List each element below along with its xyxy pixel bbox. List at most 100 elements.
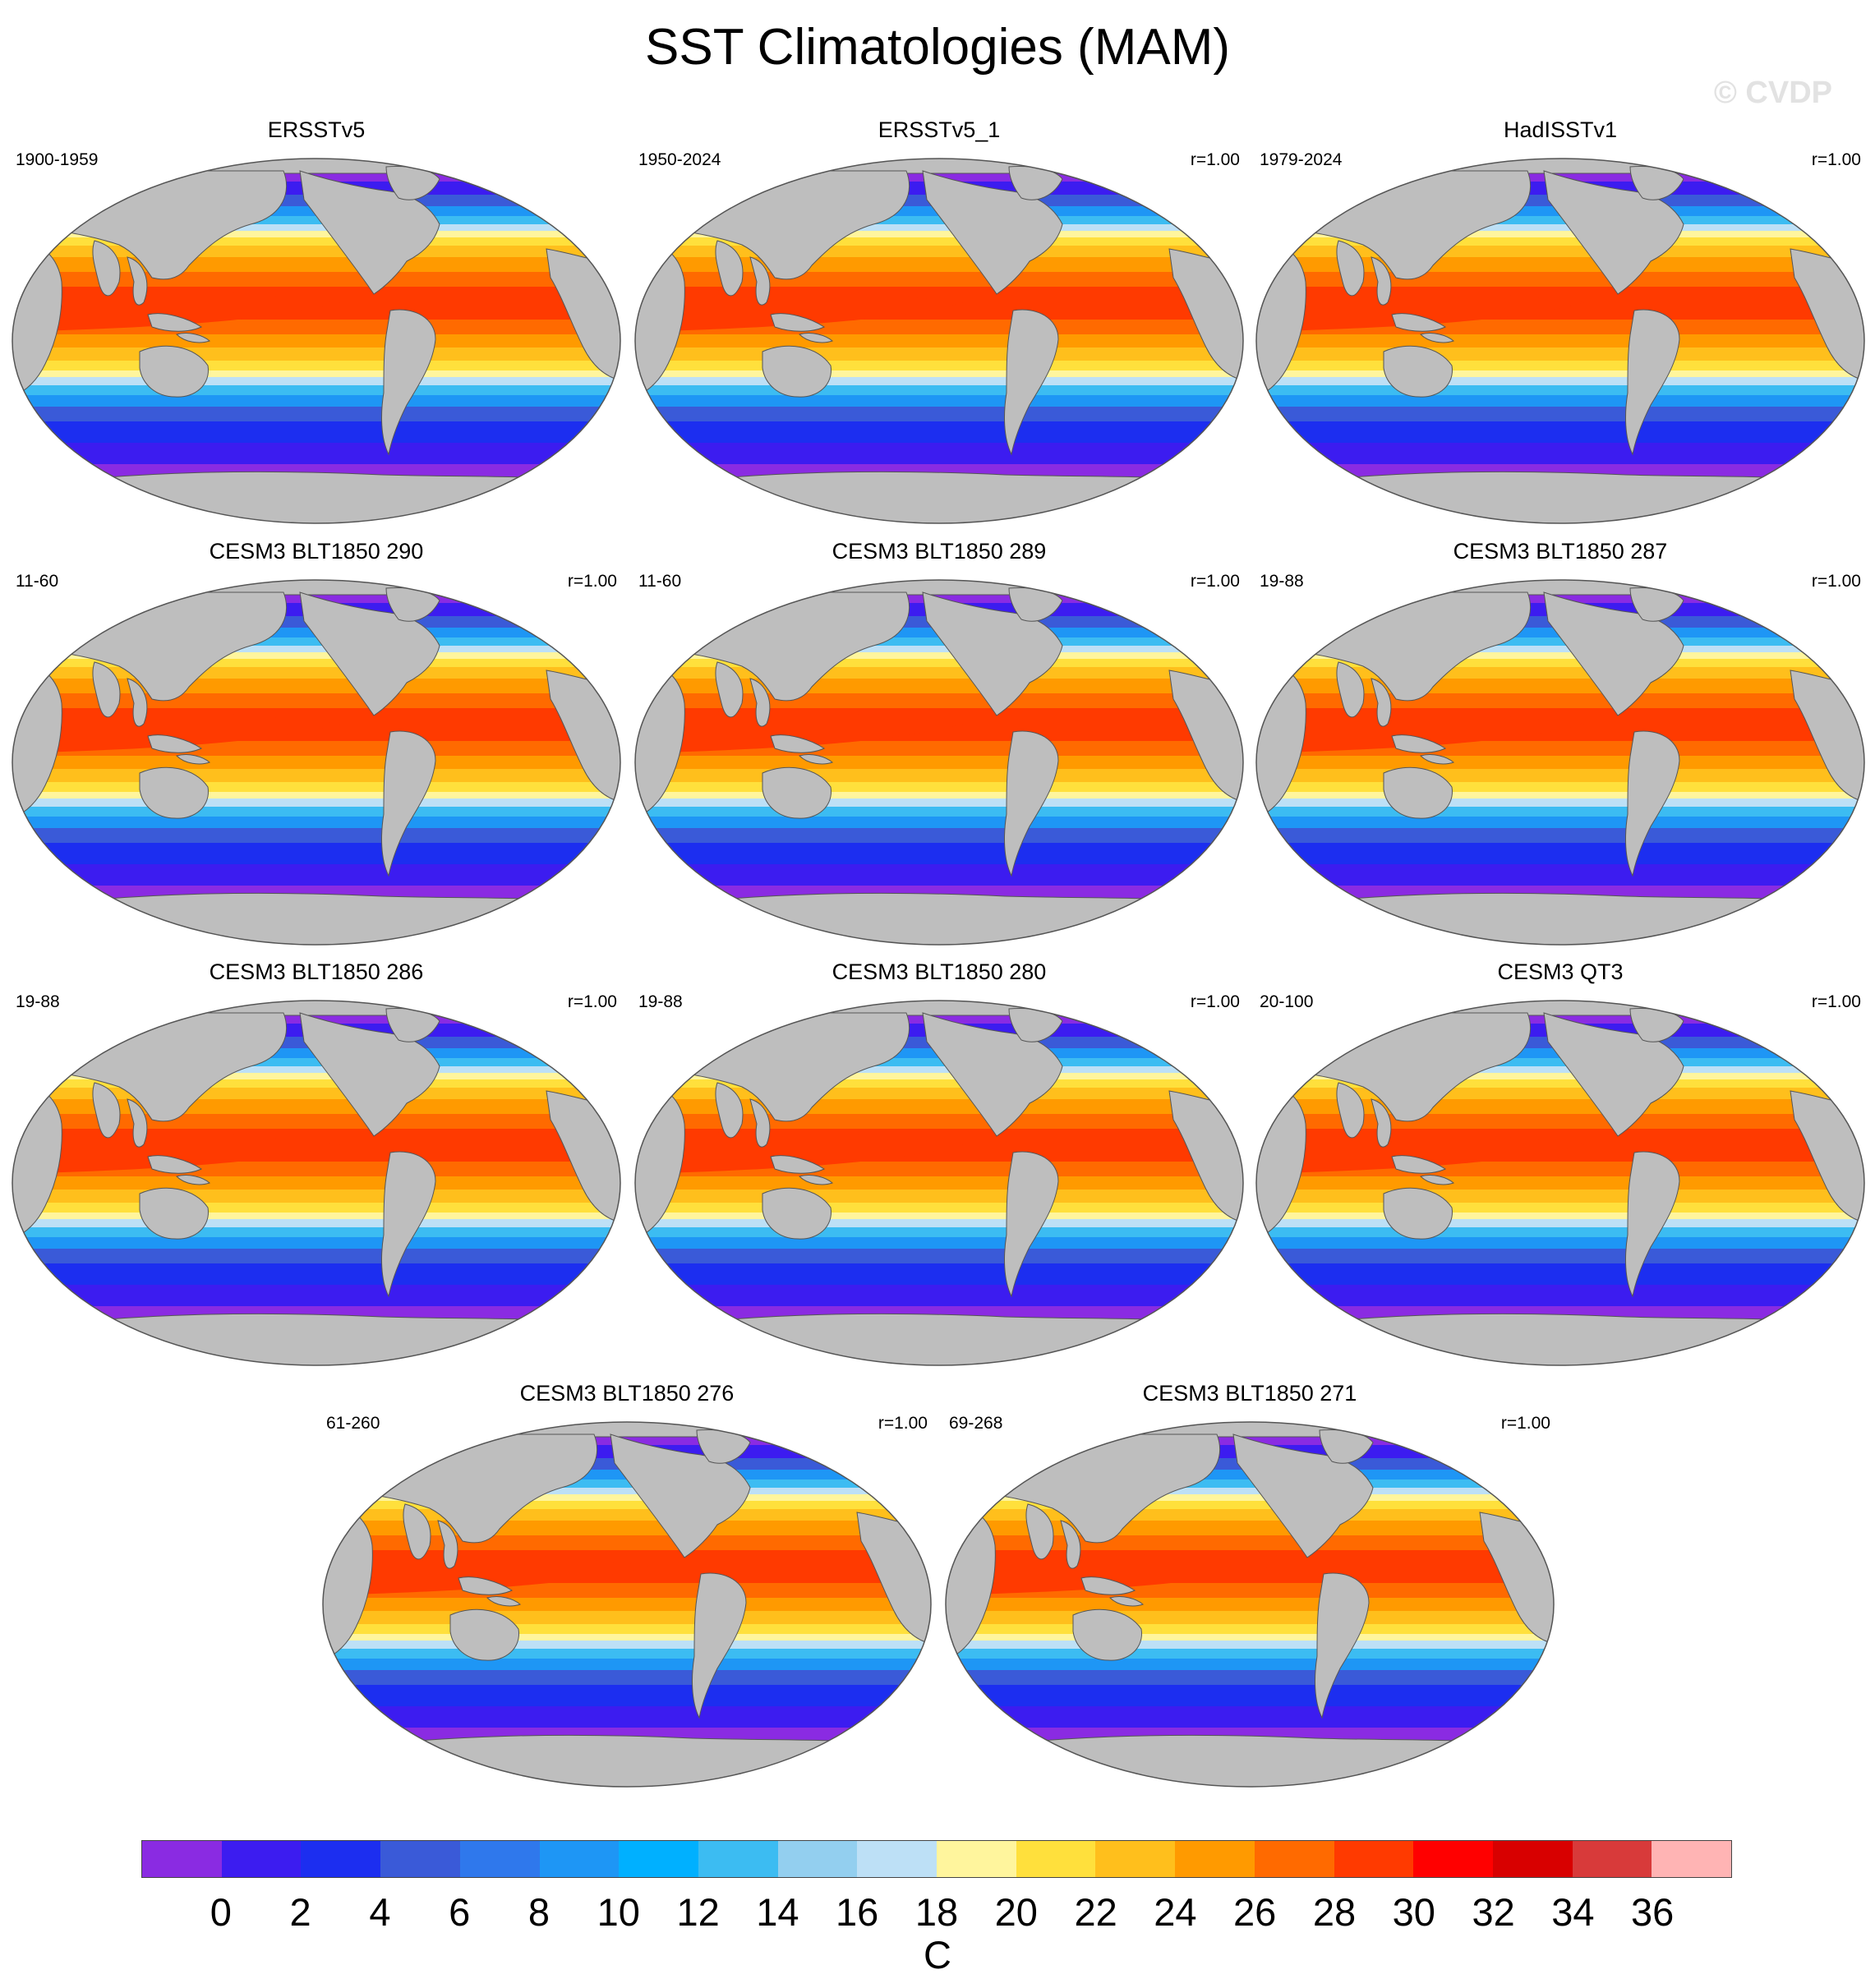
land-india: [92, 240, 121, 297]
land-south-america: [1625, 730, 1680, 877]
panel-period: 19-88: [1260, 572, 1304, 591]
panel-period: 11-60: [16, 572, 59, 591]
warm-pool: [660, 710, 964, 752]
land-south-america: [381, 309, 436, 456]
sst-band-13: [946, 1598, 1554, 1611]
map-outline: [1255, 158, 1865, 524]
sst-band-15: [635, 361, 1243, 370]
sst-band-20: [1256, 407, 1864, 421]
sst-band-5: [1256, 646, 1864, 652]
land-north-pole-land: [1256, 1001, 1864, 1016]
colorbar-box: [857, 1841, 938, 1877]
colorbar-labels: 0 2 4 6 8 10 12 14 16 18 20 22 24 26 28 30 32 34 36: [141, 1889, 1732, 1935]
map-outline: [12, 579, 621, 946]
warm-pool: [660, 288, 964, 331]
land-india: [403, 1503, 431, 1560]
land-new-guinea: [176, 754, 210, 765]
land-india: [1025, 1503, 1054, 1560]
figure-title: SST Climatologies (MAM): [644, 19, 1230, 76]
sst-band-5: [635, 224, 1243, 231]
sst-band-19: [12, 395, 620, 407]
sst-band-18: [1256, 385, 1864, 395]
sst-band-4: [1256, 1058, 1864, 1066]
sst-band-17: [946, 1641, 1554, 1649]
sst-band-14: [635, 769, 1243, 782]
sst-band-5: [12, 224, 620, 231]
land-south-america: [1315, 1572, 1370, 1719]
land-south-america: [1625, 309, 1680, 456]
sst-band-5: [946, 1488, 1554, 1494]
sst-band-20: [946, 1670, 1554, 1685]
map-outline: [945, 1421, 1555, 1788]
warm-pool: [970, 1552, 1274, 1595]
land-maritime-continent: [147, 734, 203, 753]
sst-band-4: [635, 637, 1243, 646]
land-australia: [762, 1187, 832, 1240]
land-antarctica: [1256, 1313, 1864, 1365]
land-north-pole-land: [635, 580, 1243, 596]
sst-band-4: [323, 1479, 931, 1488]
panel-title: CESM3 BLT1850 287: [1453, 539, 1668, 564]
sst-band-20: [635, 407, 1243, 421]
sst-band-7: [323, 1501, 931, 1509]
sst-band-16: [12, 1213, 620, 1219]
sst-band-20: [12, 828, 620, 843]
land-indochina: [127, 1098, 148, 1148]
land-north-america: [1543, 591, 1684, 716]
sst-band-15: [946, 1624, 1554, 1634]
land-new-guinea: [1420, 1175, 1454, 1185]
warm-pool: [348, 1552, 652, 1595]
colorbar-tick-label: 0: [210, 1890, 232, 1934]
sst-band-13: [1256, 334, 1864, 347]
colorbar-box: [1413, 1841, 1493, 1877]
sst-band-16: [1256, 792, 1864, 798]
land-north-america: [610, 1433, 751, 1558]
sst-band-22: [635, 443, 1243, 464]
map-outline: [12, 158, 621, 524]
sst-map: [1255, 1000, 1865, 1366]
panel-title: ERSSTv5_1: [878, 117, 1001, 142]
sst-band-18: [635, 1227, 1243, 1237]
land-maritime-continent: [770, 313, 826, 332]
colorbar-box: [301, 1841, 381, 1877]
land-maritime-continent: [1080, 1576, 1136, 1595]
sst-band-19: [635, 1237, 1243, 1249]
colorbar-tick-label: 26: [1233, 1890, 1277, 1934]
land-north-america: [1543, 1012, 1684, 1137]
warm-pool: [1281, 288, 1585, 331]
colorbar-box: [777, 1841, 858, 1877]
colorbar-tick-label: 10: [597, 1890, 640, 1934]
land-indochina: [1371, 256, 1392, 306]
sst-band-15: [635, 782, 1243, 792]
sst-band-6: [946, 1494, 1554, 1501]
sst-band-18: [12, 1227, 620, 1237]
map-outline: [12, 1000, 621, 1366]
sst-map: [12, 158, 621, 524]
panel-title: CESM3 BLT1850 289: [832, 539, 1047, 564]
land-antarctica: [635, 892, 1243, 945]
land-indochina: [1371, 1098, 1392, 1148]
sst-band-19: [635, 395, 1243, 407]
sst-map: [1255, 158, 1865, 524]
sst-band-21: [12, 421, 620, 443]
land-south-america: [1004, 309, 1059, 456]
sst-map: [945, 1421, 1555, 1788]
colorbar-tick-label: 12: [676, 1890, 720, 1934]
sst-band-13: [12, 334, 620, 347]
sst-band-21: [635, 843, 1243, 864]
sst-band-20: [12, 1249, 620, 1263]
map-panel: ERSSTv5 1900-1959: [12, 117, 621, 524]
sst-band-14: [12, 769, 620, 782]
map-panel: CESM3 BLT1850 276 61-260 r=1.00: [322, 1381, 932, 1788]
panel-title: ERSSTv5: [267, 117, 366, 142]
sst-band-5: [1256, 1066, 1864, 1073]
colorbar-tick-label: 2: [289, 1890, 311, 1934]
land-australia: [449, 1608, 519, 1661]
colorbar-box: [1254, 1841, 1334, 1877]
sst-map: [1255, 579, 1865, 946]
panel-period: 20-100: [1260, 992, 1314, 1011]
panel-correlation: r=1.00: [1811, 150, 1861, 169]
land-north-america: [1543, 170, 1684, 295]
colorbar-box: [142, 1841, 222, 1877]
map-panel: HadISSTv1 1979-2024 r=1.00: [1255, 117, 1865, 524]
